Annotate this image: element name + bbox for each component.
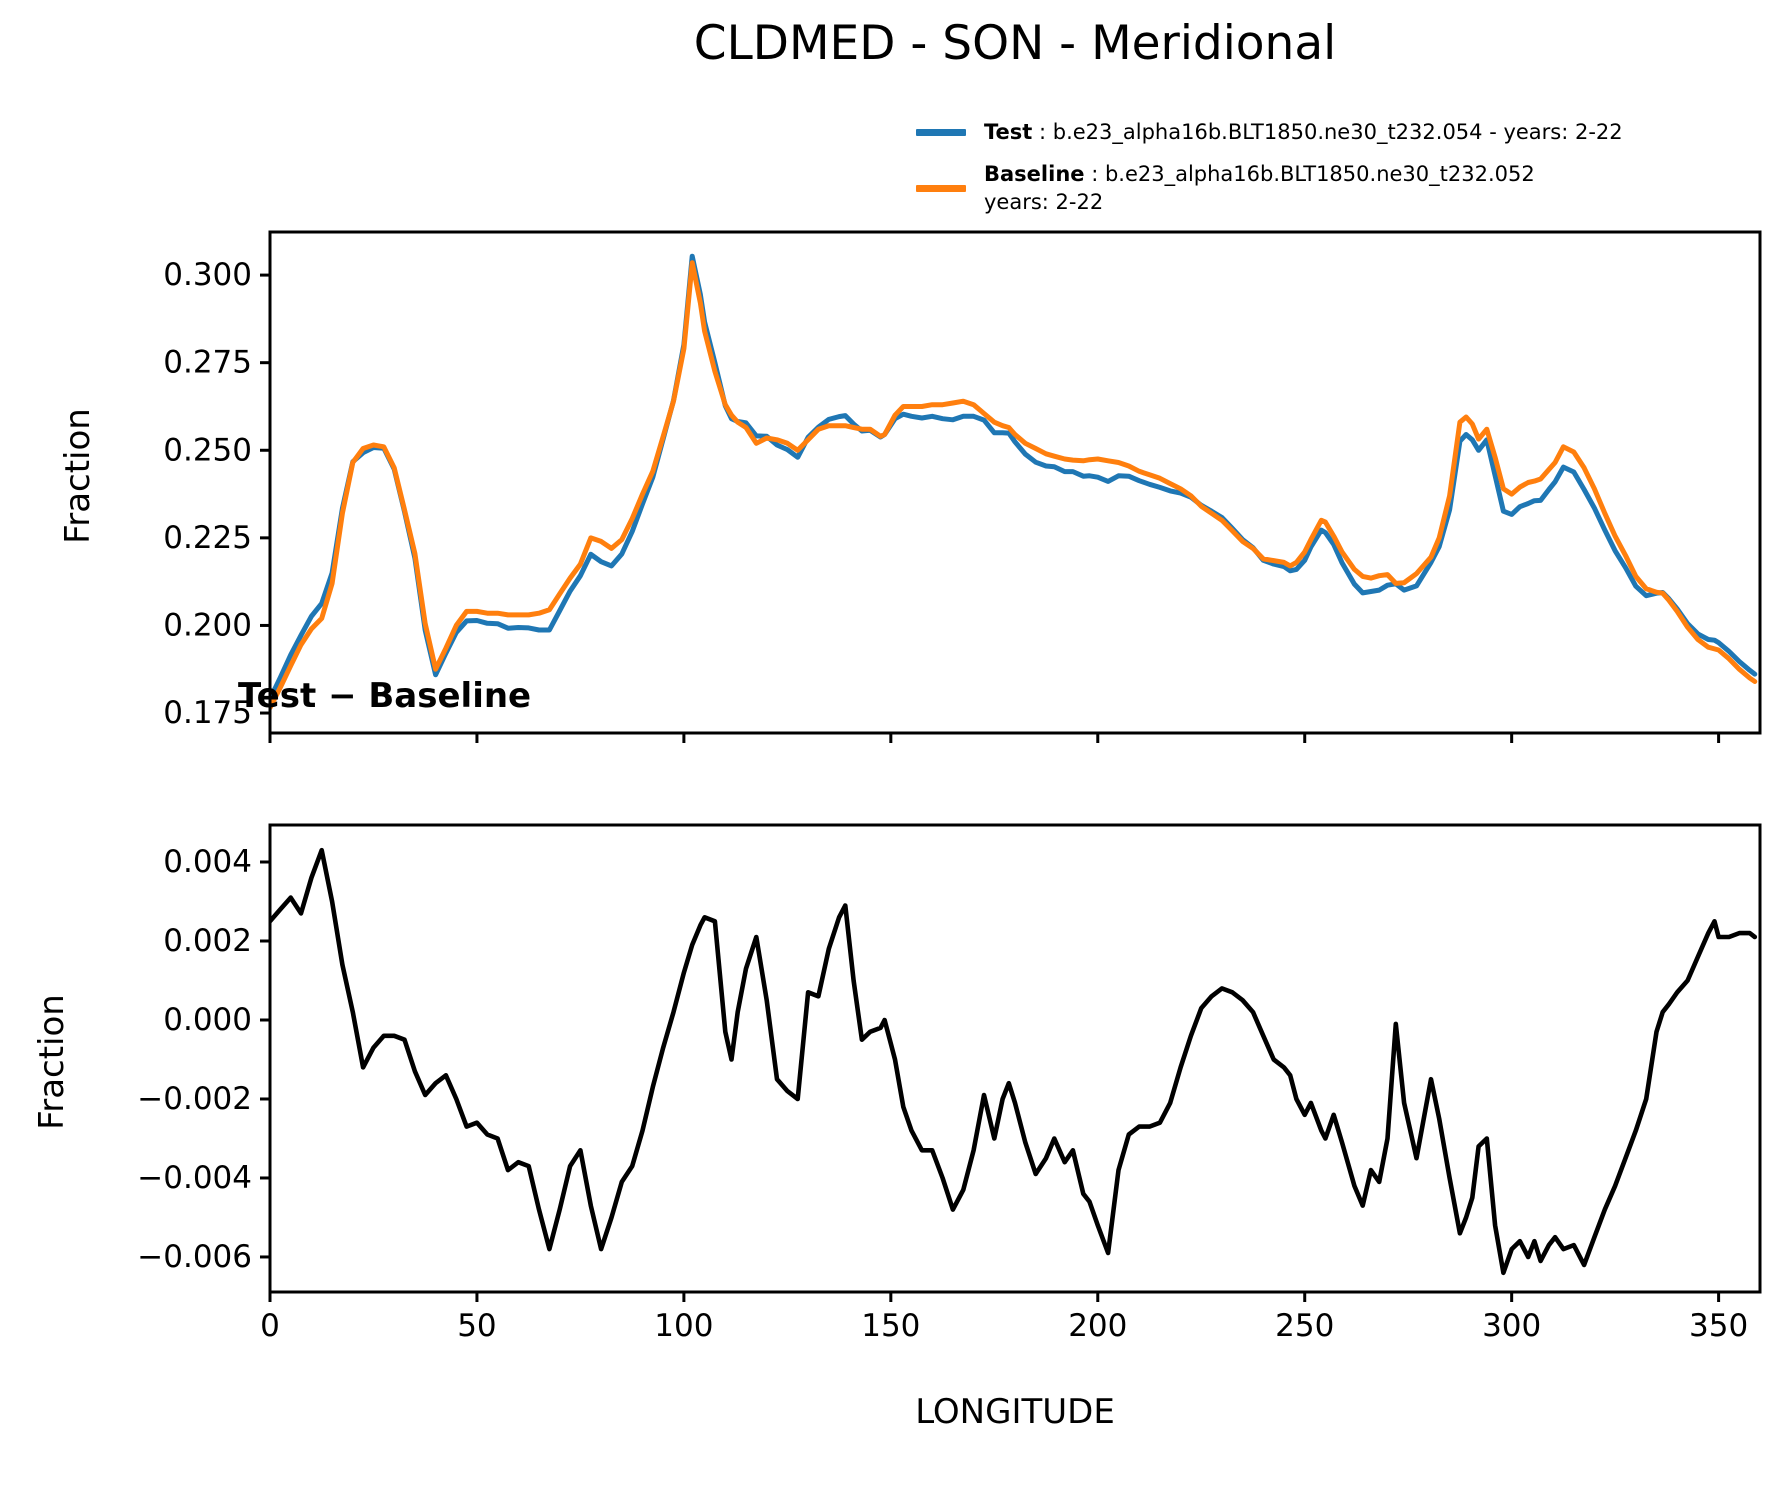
legend-entry-baseline: Baseline : b.e23_alpha16b.BLT1850.ne30_t…: [916, 160, 1623, 216]
y-tick-label: 0.175: [163, 695, 252, 731]
x-tick-label: 350: [1689, 1308, 1748, 1344]
x-tick-label: 150: [861, 1308, 920, 1344]
x-axis-label: LONGITUDE: [915, 1392, 1115, 1432]
y-tick-label: 0.225: [163, 520, 252, 556]
y-tick-label: 0.275: [163, 345, 252, 381]
y-tick-label: 0.000: [163, 1002, 252, 1038]
series-line-baseline: [270, 260, 1758, 711]
top-y-axis-label: Fraction: [58, 408, 98, 544]
bottom-y-axis-label: Fraction: [32, 994, 72, 1130]
legend-entry-test: Test : b.e23_alpha16b.BLT1850.ne30_t232.…: [916, 118, 1623, 146]
x-tick-label: 200: [1068, 1308, 1127, 1344]
y-tick-label: −0.002: [137, 1081, 252, 1117]
legend-entry-baseline-label: Baseline : b.e23_alpha16b.BLT1850.ne30_t…: [984, 160, 1535, 216]
legend-baseline-years: years: 2-22: [984, 190, 1104, 214]
figure-title: CLDMED - SON - Meridional: [693, 16, 1337, 71]
x-tick-label: 300: [1482, 1308, 1541, 1344]
series-line-test-baseline: [270, 847, 1758, 1276]
legend-test-name: Test: [984, 120, 1033, 144]
y-tick-label: −0.004: [137, 1160, 252, 1196]
x-tick-label: 50: [457, 1308, 496, 1344]
y-tick-label: 0.200: [163, 607, 252, 643]
legend-test-rest: : b.e23_alpha16b.BLT1850.ne30_t232.054 -…: [1032, 120, 1623, 144]
axes-spines: [268, 230, 1762, 735]
y-tick-label: 0.300: [163, 257, 252, 293]
x-tick-label: 250: [1275, 1308, 1334, 1344]
y-tick-label: 0.250: [163, 432, 252, 468]
legend-entry-test-label: Test : b.e23_alpha16b.BLT1850.ne30_t232.…: [984, 118, 1623, 146]
legend-baseline-name: Baseline: [984, 162, 1085, 186]
x-tick-label: 100: [654, 1308, 713, 1344]
x-tick-label: 0: [260, 1308, 280, 1344]
difference-plot-title: Test − Baseline: [238, 676, 532, 716]
test-line-swatch: [916, 128, 966, 136]
series-line-test: [270, 253, 1758, 702]
y-tick-label: 0.004: [163, 844, 252, 880]
y-tick-label: 0.002: [163, 923, 252, 959]
legend-baseline-rest: : b.e23_alpha16b.BLT1850.ne30_t232.052: [1084, 162, 1535, 186]
y-tick-label: −0.006: [137, 1239, 252, 1275]
baseline-line-swatch: [916, 184, 966, 192]
axes-spines: [268, 823, 1762, 1294]
legend: Test : b.e23_alpha16b.BLT1850.ne30_t232.…: [916, 118, 1623, 216]
